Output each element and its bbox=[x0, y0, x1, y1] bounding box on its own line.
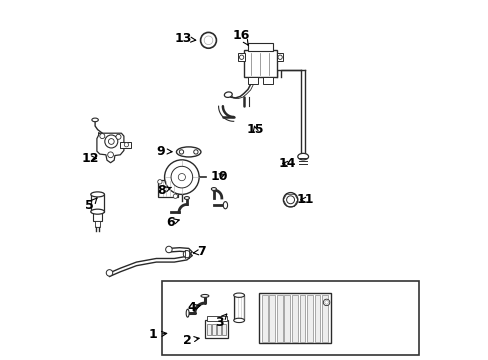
Bar bbox=[261, 295, 267, 342]
Bar bbox=[222, 324, 225, 335]
Circle shape bbox=[193, 150, 198, 154]
Bar bbox=[93, 212, 102, 221]
Circle shape bbox=[164, 160, 199, 194]
Ellipse shape bbox=[297, 153, 308, 160]
Bar bbox=[204, 320, 228, 338]
Bar bbox=[258, 293, 330, 343]
Bar bbox=[91, 194, 104, 212]
Ellipse shape bbox=[223, 202, 227, 209]
Circle shape bbox=[324, 301, 328, 304]
Text: 7: 7 bbox=[193, 246, 205, 258]
Circle shape bbox=[108, 139, 114, 144]
Circle shape bbox=[165, 246, 172, 253]
Bar bbox=[269, 295, 275, 342]
Ellipse shape bbox=[92, 118, 98, 122]
Circle shape bbox=[283, 193, 297, 207]
Text: 5: 5 bbox=[85, 198, 97, 212]
Ellipse shape bbox=[224, 92, 232, 98]
Bar bbox=[306, 295, 312, 342]
Circle shape bbox=[239, 55, 244, 59]
Bar bbox=[206, 316, 226, 321]
Circle shape bbox=[171, 166, 192, 188]
Bar bbox=[322, 295, 327, 342]
Ellipse shape bbox=[91, 192, 104, 197]
Ellipse shape bbox=[233, 318, 244, 323]
Text: 2: 2 bbox=[182, 334, 199, 347]
Ellipse shape bbox=[184, 197, 189, 199]
Text: 16: 16 bbox=[232, 29, 250, 45]
Bar bbox=[262, 77, 272, 84]
Text: 1: 1 bbox=[148, 328, 166, 341]
Bar bbox=[206, 324, 210, 335]
Bar bbox=[212, 324, 215, 335]
Bar bbox=[314, 295, 320, 342]
Circle shape bbox=[173, 194, 177, 198]
Text: 9: 9 bbox=[156, 145, 172, 158]
Ellipse shape bbox=[91, 209, 104, 214]
Ellipse shape bbox=[186, 309, 189, 317]
Circle shape bbox=[104, 135, 118, 148]
Circle shape bbox=[200, 32, 216, 48]
Circle shape bbox=[178, 174, 185, 181]
Bar bbox=[247, 43, 273, 51]
Text: 10: 10 bbox=[210, 170, 227, 183]
Bar bbox=[162, 281, 418, 355]
Circle shape bbox=[107, 152, 113, 158]
Text: 15: 15 bbox=[246, 123, 264, 136]
Circle shape bbox=[323, 299, 329, 306]
Text: 4: 4 bbox=[187, 301, 200, 314]
Bar bbox=[247, 77, 258, 84]
Circle shape bbox=[183, 251, 190, 258]
Circle shape bbox=[277, 55, 282, 59]
Circle shape bbox=[100, 134, 104, 139]
Bar bbox=[233, 295, 244, 320]
Ellipse shape bbox=[201, 294, 208, 297]
Text: 12: 12 bbox=[81, 152, 99, 165]
Bar bbox=[238, 53, 244, 61]
Bar bbox=[158, 180, 178, 197]
Bar bbox=[95, 221, 101, 227]
Circle shape bbox=[204, 36, 212, 45]
Circle shape bbox=[286, 196, 294, 204]
Bar bbox=[276, 53, 283, 61]
Bar bbox=[291, 295, 297, 342]
Text: 14: 14 bbox=[278, 157, 296, 170]
Circle shape bbox=[124, 143, 128, 147]
Circle shape bbox=[116, 134, 121, 139]
Bar bbox=[244, 50, 276, 77]
Bar bbox=[217, 324, 220, 335]
Text: 3: 3 bbox=[215, 314, 226, 329]
Circle shape bbox=[179, 150, 183, 154]
Bar bbox=[284, 295, 289, 342]
Ellipse shape bbox=[211, 188, 216, 190]
Circle shape bbox=[158, 180, 162, 184]
Text: 11: 11 bbox=[296, 193, 313, 206]
Ellipse shape bbox=[176, 147, 201, 157]
Ellipse shape bbox=[233, 293, 244, 297]
Polygon shape bbox=[97, 133, 123, 163]
Bar bbox=[120, 142, 131, 148]
Bar bbox=[299, 295, 305, 342]
Text: 6: 6 bbox=[166, 216, 179, 229]
Text: 13: 13 bbox=[174, 32, 195, 45]
Bar bbox=[276, 295, 282, 342]
Circle shape bbox=[106, 270, 113, 276]
Text: 8: 8 bbox=[157, 184, 171, 197]
